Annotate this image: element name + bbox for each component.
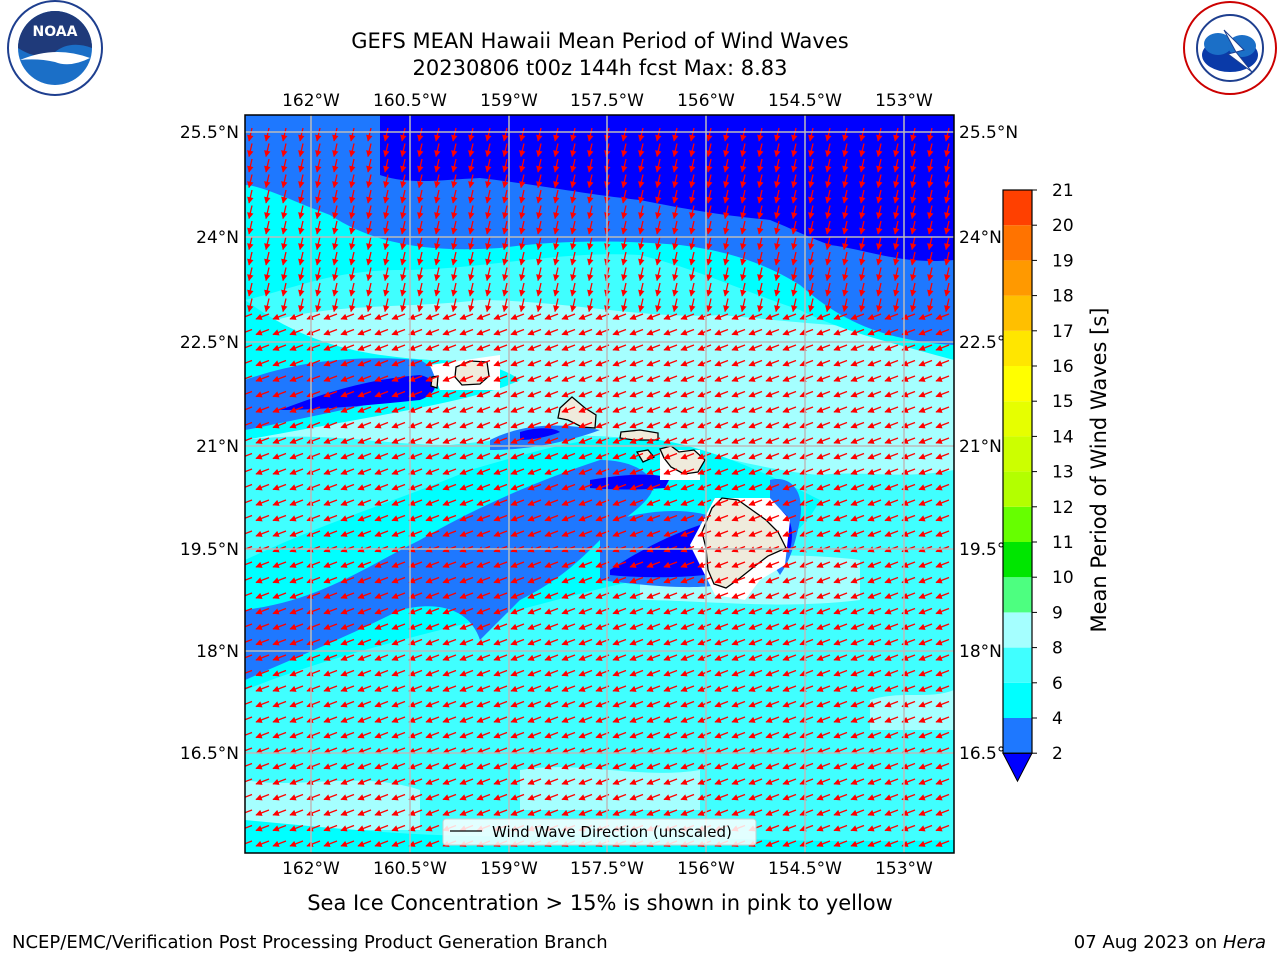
colorbar: 2 4 6 8 9 10 11 12 13 14 15 16 17 18 19 20 21 — [1002, 181, 1074, 783]
chart-subtitle: 20230806 t00z 144h fcst Max: 8.83 — [412, 56, 788, 80]
colorbar-tick: 16 — [1052, 357, 1074, 377]
footer-credit: NCEP/EMC/Verification Post Processing Pr… — [12, 932, 608, 953]
footer-host: Hera — [1222, 932, 1266, 953]
lon-tick-bottom: 160.5°W — [373, 859, 447, 879]
colorbar-segment — [1003, 295, 1032, 331]
colorbar-tick: 13 — [1052, 463, 1074, 483]
colorbar-segment — [1003, 401, 1032, 437]
chart-title: GEFS MEAN Hawaii Mean Period of Wind Wav… — [351, 29, 849, 53]
sea-ice-note: Sea Ice Concentration > 15% is shown in … — [307, 891, 893, 915]
lat-tick-left: 18°N — [196, 642, 239, 662]
colorbar-tick: 20 — [1052, 216, 1074, 236]
map-frame — [244, 114, 955, 854]
colorbar-segment — [1003, 190, 1032, 226]
lon-tick-bottom: 153°W — [875, 859, 933, 879]
colorbar-tick: 8 — [1052, 639, 1063, 659]
oahu-island — [557, 396, 597, 429]
colorbar-segment — [1003, 612, 1032, 648]
noaa-logo-text: NOAA — [33, 24, 78, 40]
lon-tick-bottom: 157.5°W — [570, 859, 644, 879]
colorbar-segment — [1003, 471, 1032, 507]
colorbar-segment — [1003, 330, 1032, 366]
map-legend-label: Wind Wave Direction (unscaled) — [492, 823, 732, 841]
colorbar-tick: 12 — [1052, 498, 1074, 518]
hawaii-islands — [430, 360, 787, 589]
footer-date-text: 07 Aug 2023 on — [1073, 932, 1223, 953]
colorbar-segment — [1003, 718, 1032, 754]
big-island — [701, 497, 787, 589]
lat-tick-left: 21°N — [196, 437, 239, 457]
colorbar-tick: 4 — [1052, 709, 1063, 729]
lon-tick-top: 159°W — [480, 91, 538, 111]
lat-tick-left: 16.5°N — [180, 744, 239, 764]
lon-tick-bottom: 162°W — [282, 859, 340, 879]
colorbar-segment — [1003, 260, 1032, 296]
colorbar-extend — [1002, 752, 1033, 783]
colorbar-tick: 18 — [1052, 287, 1074, 307]
colorbar-tick: 2 — [1052, 744, 1063, 764]
lat-tick-right: 18°N — [959, 642, 1002, 662]
map-legend: Wind Wave Direction (unscaled) — [442, 818, 757, 846]
lat-tick-right: 21°N — [959, 437, 1002, 457]
lon-tick-top: 153°W — [875, 91, 933, 111]
noaa-logo-icon: NOAA — [7, 0, 103, 96]
colorbar-tick: 10 — [1052, 568, 1074, 588]
colorbar-tick: 21 — [1052, 181, 1074, 201]
colorbar-segment — [1003, 225, 1032, 261]
lat-tick-left: 25.5°N — [180, 123, 239, 143]
colorbar-segment — [1003, 436, 1032, 472]
lon-tick-top: 156°W — [677, 91, 735, 111]
lon-tick-bottom: 154.5°W — [768, 859, 842, 879]
colorbar-tick: 14 — [1052, 427, 1074, 447]
lanai-island — [635, 449, 656, 463]
lon-tick-bottom: 156°W — [677, 859, 735, 879]
colorbar-segment — [1003, 506, 1032, 542]
nws-logo-icon — [1183, 1, 1277, 95]
colorbar-segment — [1003, 366, 1032, 402]
lon-tick-top: 154.5°W — [768, 91, 842, 111]
colorbar-label: Mean Period of Wind Waves [s] — [1087, 308, 1111, 633]
colorbar-tick: 11 — [1052, 533, 1074, 553]
lon-tick-top: 160.5°W — [373, 91, 447, 111]
wind-wave-arrows — [245, 127, 951, 847]
lat-tick-right: 25.5°N — [959, 123, 1018, 143]
lon-tick-top: 157.5°W — [570, 91, 644, 111]
kauai-island — [454, 360, 490, 386]
lat-tick-left: 22.5°N — [180, 333, 239, 353]
lat-tick-left: 24°N — [196, 228, 239, 248]
colorbar-tick: 19 — [1052, 251, 1074, 271]
map-gridlines — [245, 115, 954, 853]
lon-tick-bottom: 159°W — [480, 859, 538, 879]
colorbar-segment — [1003, 542, 1032, 578]
colorbar-tick: 15 — [1052, 392, 1074, 412]
colorbar-segment — [1003, 682, 1032, 718]
lat-tick-right: 24°N — [959, 228, 1002, 248]
molokai-island — [619, 429, 659, 441]
colorbar-tick: 17 — [1052, 322, 1074, 342]
footer-date: 07 Aug 2023 on Hera — [1074, 932, 1266, 953]
colorbar-segment — [1003, 647, 1032, 683]
colorbar-segment — [1003, 577, 1032, 613]
colorbar-tick: 9 — [1052, 603, 1063, 623]
lon-tick-top: 162°W — [282, 91, 340, 111]
lat-tick-left: 19.5°N — [180, 540, 239, 560]
colorbar-tick: 6 — [1052, 674, 1063, 694]
